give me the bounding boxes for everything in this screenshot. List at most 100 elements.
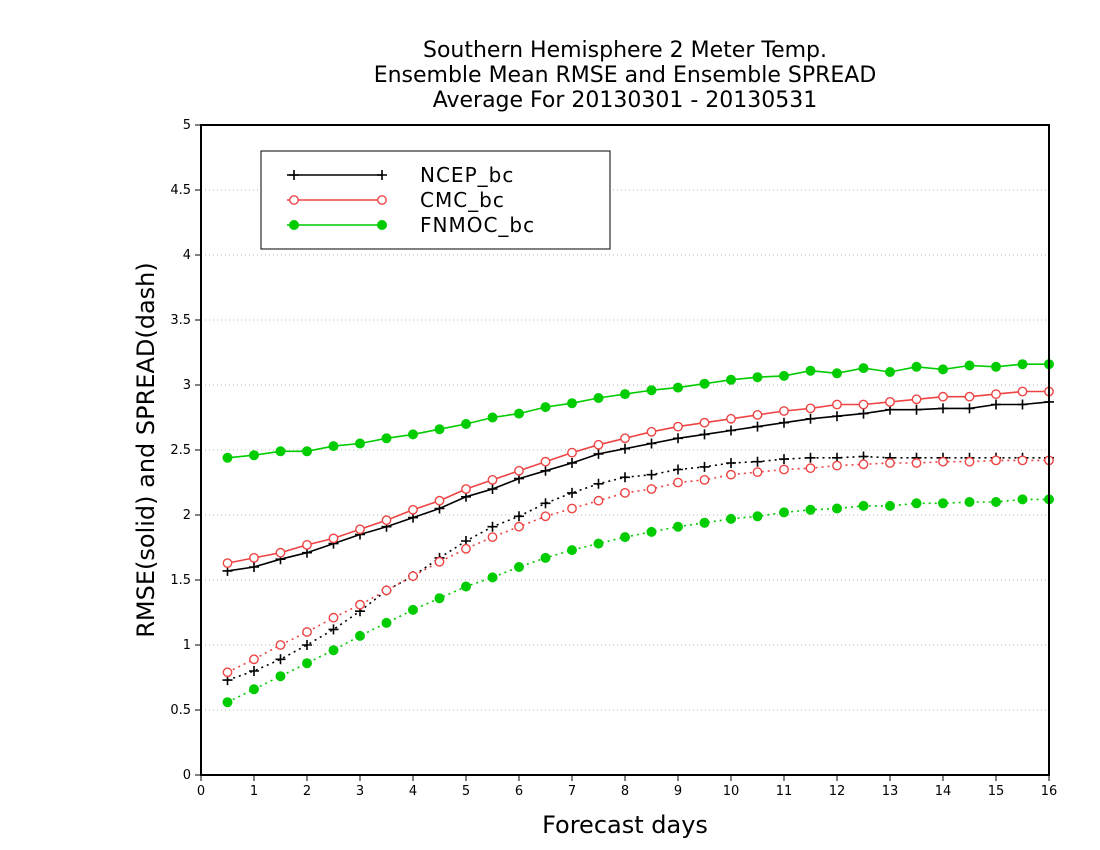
cmc-bc-rmse-point xyxy=(593,439,604,450)
cmc-bc-rmse-point xyxy=(540,456,551,467)
x-tick-label: 9 xyxy=(674,784,682,799)
cmc-bc-rmse-point xyxy=(514,465,524,476)
fnmoc-bc-spread-point xyxy=(699,517,710,528)
title-line-3: Average For 20130301 - 20130531 xyxy=(433,88,818,113)
ncep-bc-rmse-point xyxy=(673,433,683,444)
y-tick-label: 5 xyxy=(183,118,191,133)
ncep-bc-rmse-point xyxy=(567,458,577,468)
cmc-bc-rmse-point xyxy=(249,553,259,563)
y-tick-label: 4 xyxy=(183,248,191,263)
x-tick-label: 7 xyxy=(568,784,576,799)
x-tick-label: 16 xyxy=(1041,784,1058,799)
ncep-bc-rmse-point xyxy=(699,429,710,440)
cmc-bc-spread-point xyxy=(726,469,736,480)
fnmoc-bc-spread-series xyxy=(222,494,1054,708)
cmc-bc-rmse-point xyxy=(858,399,869,410)
cmc-bc-spread-point xyxy=(461,543,471,554)
cmc-bc-spread-point xyxy=(275,640,286,650)
fnmoc-bc-rmse-point xyxy=(779,370,789,381)
cmc-bc-spread-line xyxy=(227,459,1049,674)
fnmoc-bc-rmse-point xyxy=(832,368,842,379)
legend-marker-fnmoc-bc xyxy=(377,220,387,230)
cmc-bc-rmse-point xyxy=(832,399,842,410)
x-tick-label: 13 xyxy=(882,784,899,799)
cmc-bc-spread-point xyxy=(620,487,630,498)
cmc-bc-rmse-point xyxy=(408,504,418,515)
cmc-bc-spread-point xyxy=(991,455,1001,466)
ncep-bc-spread-point xyxy=(752,456,763,467)
ncep-bc-rmse-series xyxy=(222,396,1054,576)
y-tick-label: 4.5 xyxy=(170,183,191,198)
fnmoc-bc-spread-point xyxy=(275,671,286,682)
fnmoc-bc-rmse-point xyxy=(302,446,312,457)
ncep-bc-rmse-point xyxy=(620,443,630,454)
ncep-bc-spread-point xyxy=(302,640,312,650)
fnmoc-bc-rmse-point xyxy=(275,446,286,457)
cmc-bc-rmse-point xyxy=(646,426,657,437)
legend-marker-ncep-bc xyxy=(289,170,299,180)
ncep-bc-rmse-line xyxy=(227,401,1050,572)
fnmoc-bc-rmse-point xyxy=(593,393,604,403)
fnmoc-bc-rmse-point xyxy=(540,402,551,413)
cmc-bc-rmse-point xyxy=(275,547,286,558)
ncep-bc-rmse-point xyxy=(1017,399,1028,410)
fnmoc-bc-rmse-point xyxy=(222,452,233,463)
fnmoc-bc-spread-point xyxy=(434,593,445,604)
cmc-bc-spread-point xyxy=(885,458,895,468)
cmc-bc-spread-point xyxy=(911,458,922,468)
y-tick-label: 0 xyxy=(183,768,191,783)
fnmoc-bc-spread-point xyxy=(964,497,975,507)
plot-series xyxy=(222,359,1054,708)
cmc-bc-spread-point xyxy=(699,474,710,485)
cmc-bc-spread-point xyxy=(805,463,816,474)
cmc-bc-rmse-point xyxy=(222,558,233,568)
ncep-bc-rmse-point xyxy=(991,399,1001,410)
title-line-1: Southern Hemisphere 2 Meter Temp. xyxy=(423,38,827,63)
fnmoc-bc-rmse-point xyxy=(911,361,922,372)
fnmoc-bc-rmse-point xyxy=(673,382,683,393)
legend-marker-cmc-bc xyxy=(377,195,387,205)
cmc-bc-rmse-point xyxy=(461,484,471,494)
cmc-bc-spread-point xyxy=(593,495,604,506)
cmc-bc-rmse-point xyxy=(726,413,736,424)
chart-title: Southern Hemisphere 2 Meter Temp. Ensemb… xyxy=(374,38,877,113)
fnmoc-bc-rmse-point xyxy=(1017,359,1028,370)
cmc-bc-rmse-point xyxy=(885,396,895,407)
fnmoc-bc-spread-point xyxy=(487,572,498,583)
ncep-bc-spread-point xyxy=(567,487,577,498)
fnmoc-bc-rmse-point xyxy=(699,378,710,389)
ncep-bc-rmse-point xyxy=(487,484,498,494)
ncep-bc-spread-point xyxy=(328,624,339,635)
fnmoc-bc-spread-point xyxy=(540,552,551,563)
y-tick-label: 0.5 xyxy=(170,703,191,718)
ncep-bc-rmse-point xyxy=(858,408,869,419)
x-tick-label: 5 xyxy=(462,784,470,799)
cmc-bc-spread-point xyxy=(673,477,683,488)
ncep-bc-spread-point xyxy=(646,469,657,480)
fnmoc-bc-rmse-point xyxy=(461,419,471,429)
ncep-bc-spread-point xyxy=(275,654,286,665)
ncep-bc-rmse-point xyxy=(726,425,736,436)
fnmoc-bc-rmse-series xyxy=(222,359,1054,463)
fnmoc-bc-spread-point xyxy=(779,507,789,518)
fnmoc-bc-rmse-point xyxy=(885,367,895,377)
fnmoc-bc-rmse-point xyxy=(514,408,524,419)
cmc-bc-spread-point xyxy=(540,511,551,522)
fnmoc-bc-spread-point xyxy=(911,498,922,509)
cmc-bc-rmse-point xyxy=(938,391,948,402)
cmc-bc-rmse-point xyxy=(434,495,445,506)
cmc-bc-spread-point xyxy=(408,571,418,581)
cmc-bc-spread-point xyxy=(938,456,948,467)
y-tick-label: 3.5 xyxy=(170,313,191,328)
legend-marker-fnmoc-bc xyxy=(289,220,299,230)
x-tick-label: 10 xyxy=(723,784,740,799)
cmc-bc-spread-point xyxy=(355,599,365,610)
legend-label-fnmoc-bc: FNMOC_bc xyxy=(420,213,535,237)
x-tick-label: 1 xyxy=(250,784,258,799)
fnmoc-bc-rmse-point xyxy=(752,372,763,383)
cmc-bc-spread-point xyxy=(434,556,445,567)
fnmoc-bc-rmse-point xyxy=(567,398,577,409)
fnmoc-bc-rmse-line xyxy=(227,363,1049,459)
